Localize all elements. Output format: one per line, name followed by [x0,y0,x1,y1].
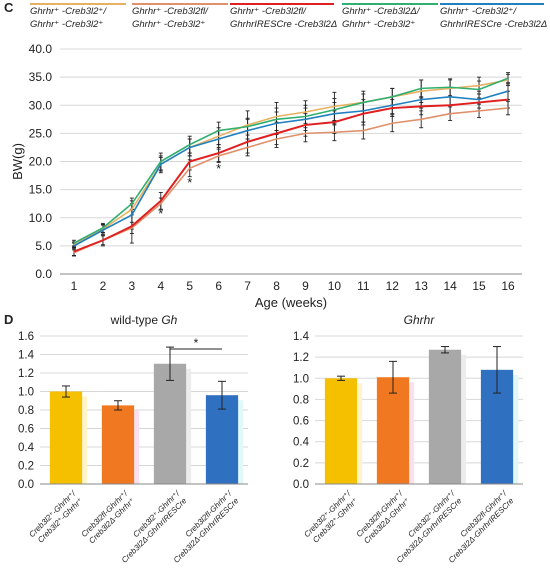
x-tick-label-10: 11 [357,279,370,293]
gh-y-tick-label-0: 0.0 [18,479,34,491]
x-tick-label-14: 15 [472,279,486,293]
y-tick-label-2: 10.0 [29,211,53,225]
legend-swatch-4 [342,3,438,5]
x-tick-label-7: 8 [273,279,280,293]
gh-bar-2 [153,363,187,484]
gh-y-tick-label-8: 1.6 [18,331,34,343]
series-line-4 [73,90,509,247]
gh-bar-3 [205,395,239,484]
legend-label-5b: GhrhrIRESCre -Creb3l2Δ [440,19,548,30]
legend-swatch-2 [132,3,228,5]
ghrhr-bar-0 [324,378,358,484]
series-line-0 [73,79,509,246]
ghrhr-y-tick-label-2: 0.4 [293,437,310,449]
legend-label-2a: Ghrhr⁺ -Creb3l2fl/ [132,6,208,17]
ghrhr-y-tick-label-4: 0.8 [293,394,309,406]
series-line-2 [73,98,509,253]
gh-y-tick-label-6: 1.2 [18,368,34,380]
x-tick-label-2: 3 [129,279,136,293]
gh-y-tick-label-4: 0.8 [18,405,34,417]
y-axis-title: BW(g) [10,143,25,180]
significance-star-0: * [158,206,163,221]
x-tick-label-4: 5 [186,279,193,293]
panel-letter-d: D [4,312,14,327]
line-chart-legend: Ghrhr⁺ -Creb3l2⁺/ Ghrhr⁺ -Creb3l2⁺ Ghrhr… [30,3,550,39]
y-tick-label-7: 35.0 [29,70,53,84]
gh-bar-0 [49,391,83,484]
series-line-3 [73,77,509,244]
gh-bar-1 [101,405,135,484]
legend-label-2b: Ghrhr⁺ -Creb3l2⁺ [132,19,206,30]
x-tick-label-15: 16 [501,279,515,293]
ghrhr-category-label-0: Creb3l2⁺-Ghrhr⁺/Creb3l2⁺-Ghrhr⁺ [302,489,360,547]
ghrhr-title: Ghrhr [404,313,436,327]
legend-label-3b: GhrhrIRESCre -Creb3l2Δ [230,19,338,30]
legend-label-1a: Ghrhr⁺ -Creb3l2⁺/ [30,6,107,17]
y-tick-label-6: 30.0 [29,98,53,112]
significance-star-1: * [187,175,192,190]
legend-label-1b: Ghrhr⁺ -Creb3l2⁺ [30,19,104,30]
legend-label-5a: Ghrhr⁺ -Creb3l2⁺/ [440,6,517,17]
x-tick-label-0: 1 [71,279,78,293]
x-tick-label-5: 6 [215,279,222,293]
y-tick-label-4: 20.0 [29,155,53,169]
gh-title: wild-type Gh [110,313,178,327]
gh-y-tick-label-1: 0.2 [18,461,34,473]
x-tick-label-1: 2 [100,279,107,293]
legend-label-3a: Ghrhr⁺ -Creb3l2fl/ [230,6,306,17]
gh-category-label-1: Creb3l2fl-Ghrhr⁺/Creb3l2Δ-Ghrhr⁺ [80,489,138,547]
ghrhr-y-tick-label-3: 0.6 [293,416,309,428]
panel-letter-c: C [4,0,14,15]
ghrhr-bar-1 [376,377,410,484]
gh-y-tick-label-2: 0.4 [18,442,35,454]
y-tick-label-0: 0.0 [35,267,52,281]
gh-y-tick-label-5: 1.0 [18,387,34,399]
significance-star-2: * [216,161,221,176]
y-tick-label-5: 25.0 [29,126,53,140]
gh-y-tick-label-3: 0.6 [18,424,34,436]
ghrhr-y-tick-label-6: 1.2 [293,352,309,364]
ghrhr-y-tick-label-1: 0.2 [293,458,309,470]
y-tick-label-3: 15.0 [29,183,53,197]
legend-label-4a: Ghrhr⁺ -Creb3l2Δ/ [342,6,420,17]
ghrhr-category-label-1: Creb3l2fl-Ghrhr⁺/Creb3l2Δ-Ghrhr⁺ [355,489,413,547]
gh-category-label-0: Creb3l2⁺-Ghrhr⁺/Creb3l2⁺-Ghrhr⁺ [27,489,85,547]
x-tick-label-13: 14 [443,279,457,293]
x-axis-title: Age (weeks) [255,295,327,310]
x-tick-label-6: 7 [244,279,251,293]
ghrhr-y-tick-label-5: 1.0 [293,373,309,385]
x-tick-label-9: 10 [328,279,342,293]
ghrhr-bar-2 [428,349,462,484]
ghrhr-y-tick-label-7: 1.4 [293,331,310,343]
x-tick-label-3: 4 [157,279,164,293]
legend-swatch-3 [230,3,334,5]
x-tick-label-11: 12 [386,279,400,293]
ghrhr-expression-bar-chart: Ghrhr 0.0 0.2 0.4 0.6 0.8 1.0 1.2 1.4 Creb3l2⁺-Gh… [293,313,523,565]
legend-swatch-1 [30,3,126,5]
y-tick-label-8: 40.0 [29,42,53,56]
y-tick-label-1: 5.0 [35,239,52,253]
gh-expression-bar-chart: wild-type Gh 0.0 0.2 0.4 0.6 0.8 1.0 1.2 1.4 1.6 C… [18,313,248,565]
gh-y-tick-label-7: 1.4 [18,350,35,362]
ghrhr-y-tick-label-0: 0.0 [293,479,309,491]
gh-significance-star: * [194,336,199,350]
x-tick-label-8: 9 [302,279,309,293]
legend-label-4b: Ghrhr⁺ -Creb3l2⁺ [342,19,416,30]
x-tick-label-12: 13 [415,279,429,293]
body-weight-line-chart: 0.05.010.015.020.025.030.035.040.01 2 3 4 5 6… [10,42,522,310]
legend-swatch-5 [440,3,544,5]
series-line-1 [73,107,509,254]
